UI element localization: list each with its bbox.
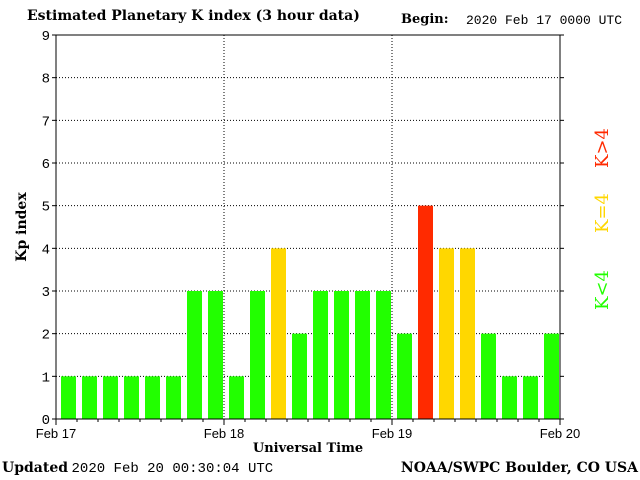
- y-tick-label-6: 6: [42, 157, 50, 173]
- kp-bar-18: [439, 248, 454, 419]
- kp-bar-1: [82, 376, 97, 419]
- y-tick-label-8: 8: [42, 72, 50, 88]
- kp-bar-20: [481, 333, 496, 419]
- kp-bar-11: [292, 333, 307, 419]
- kp-bar-21: [502, 376, 517, 419]
- y-tick-label-1: 1: [42, 370, 50, 386]
- kp-bar-17: [418, 205, 433, 419]
- y-tick-label-0: 0: [42, 413, 50, 429]
- begin-label: Begin:: [401, 12, 449, 27]
- kp-bar-22: [523, 376, 538, 419]
- kp-bar-10: [271, 248, 286, 419]
- kp-bar-7: [208, 291, 223, 419]
- begin-value: 2020 Feb 17 0000 UTC: [466, 13, 623, 28]
- kp-bar-3: [124, 376, 139, 419]
- kp-bar-4: [145, 376, 160, 419]
- legend-k-eq-4: K=4: [592, 193, 613, 233]
- kp-bar-14: [355, 291, 370, 419]
- legend-k-greater-4: K>4: [592, 128, 613, 168]
- kp-bar-8: [229, 376, 244, 419]
- chart-title: Estimated Planetary K index (3 hour data…: [27, 8, 360, 24]
- kp-bar-16: [397, 333, 412, 419]
- x-tick-label-0: Feb 17: [36, 426, 76, 441]
- updated-label: Updated: [2, 460, 69, 476]
- kp-bar-0: [61, 376, 76, 419]
- y-tick-label-5: 5: [42, 200, 50, 216]
- kp-bar-6: [187, 291, 202, 419]
- y-tick-label-7: 7: [42, 114, 50, 130]
- kp-bar-12: [313, 291, 328, 419]
- footer-source: NOAA/SWPC Boulder, CO USA: [400, 460, 638, 476]
- x-axis-label: Universal Time: [252, 441, 364, 456]
- y-tick-label-2: 2: [42, 328, 50, 344]
- y-tick-label-9: 9: [42, 29, 50, 45]
- y-tick-label-3: 3: [42, 285, 50, 301]
- x-tick-label-1: Feb 18: [204, 426, 244, 441]
- updated-value: 2020 Feb 20 00:30:04 UTC: [71, 461, 274, 477]
- kp-bar-9: [250, 291, 265, 419]
- kp-bar-13: [334, 291, 349, 419]
- footer-updated: Updated 2020 Feb 20 00:30:04 UTC: [2, 460, 273, 477]
- y-tick-label-4: 4: [42, 242, 50, 258]
- kp-bar-23: [544, 333, 559, 419]
- kp-bar-2: [103, 376, 118, 419]
- x-tick-label-2: Feb 19: [372, 426, 412, 441]
- legend-k-less-4: K<4: [592, 270, 613, 310]
- kp-bar-19: [460, 248, 475, 419]
- x-tick-label-3: Feb 20: [540, 426, 580, 441]
- kp-bar-15: [376, 291, 391, 419]
- kp-bar-5: [166, 376, 181, 419]
